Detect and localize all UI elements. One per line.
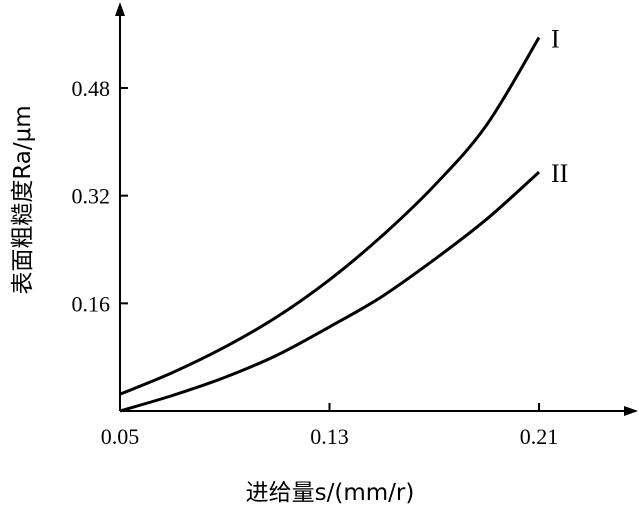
x-tick-label: 0.21 [520,424,559,449]
x-tick-label: 0.05 [101,424,140,449]
y-axis-arrow [115,2,125,16]
x-tick-label: 0.13 [310,424,349,449]
x-axis-label: 进给量s/(mm/r) [246,480,415,506]
series-line-II [119,170,541,413]
y-tick-label: 0.32 [72,184,111,209]
x-axis-arrow [624,406,638,416]
series-label-II: II [551,159,568,188]
series-lines [119,36,541,413]
series-label-I: I [551,25,560,54]
y-tick-label: 0.48 [72,76,111,101]
y-tick-label: 0.16 [72,291,111,316]
series-labels: III [551,25,568,189]
y-axis-label: 表面粗糙度Ra/μm [10,105,36,294]
series-line-I [119,36,541,396]
x-ticks: 0.05 0.13 0.21 [101,403,559,449]
y-ticks: 0.16 0.32 0.48 [72,76,128,316]
